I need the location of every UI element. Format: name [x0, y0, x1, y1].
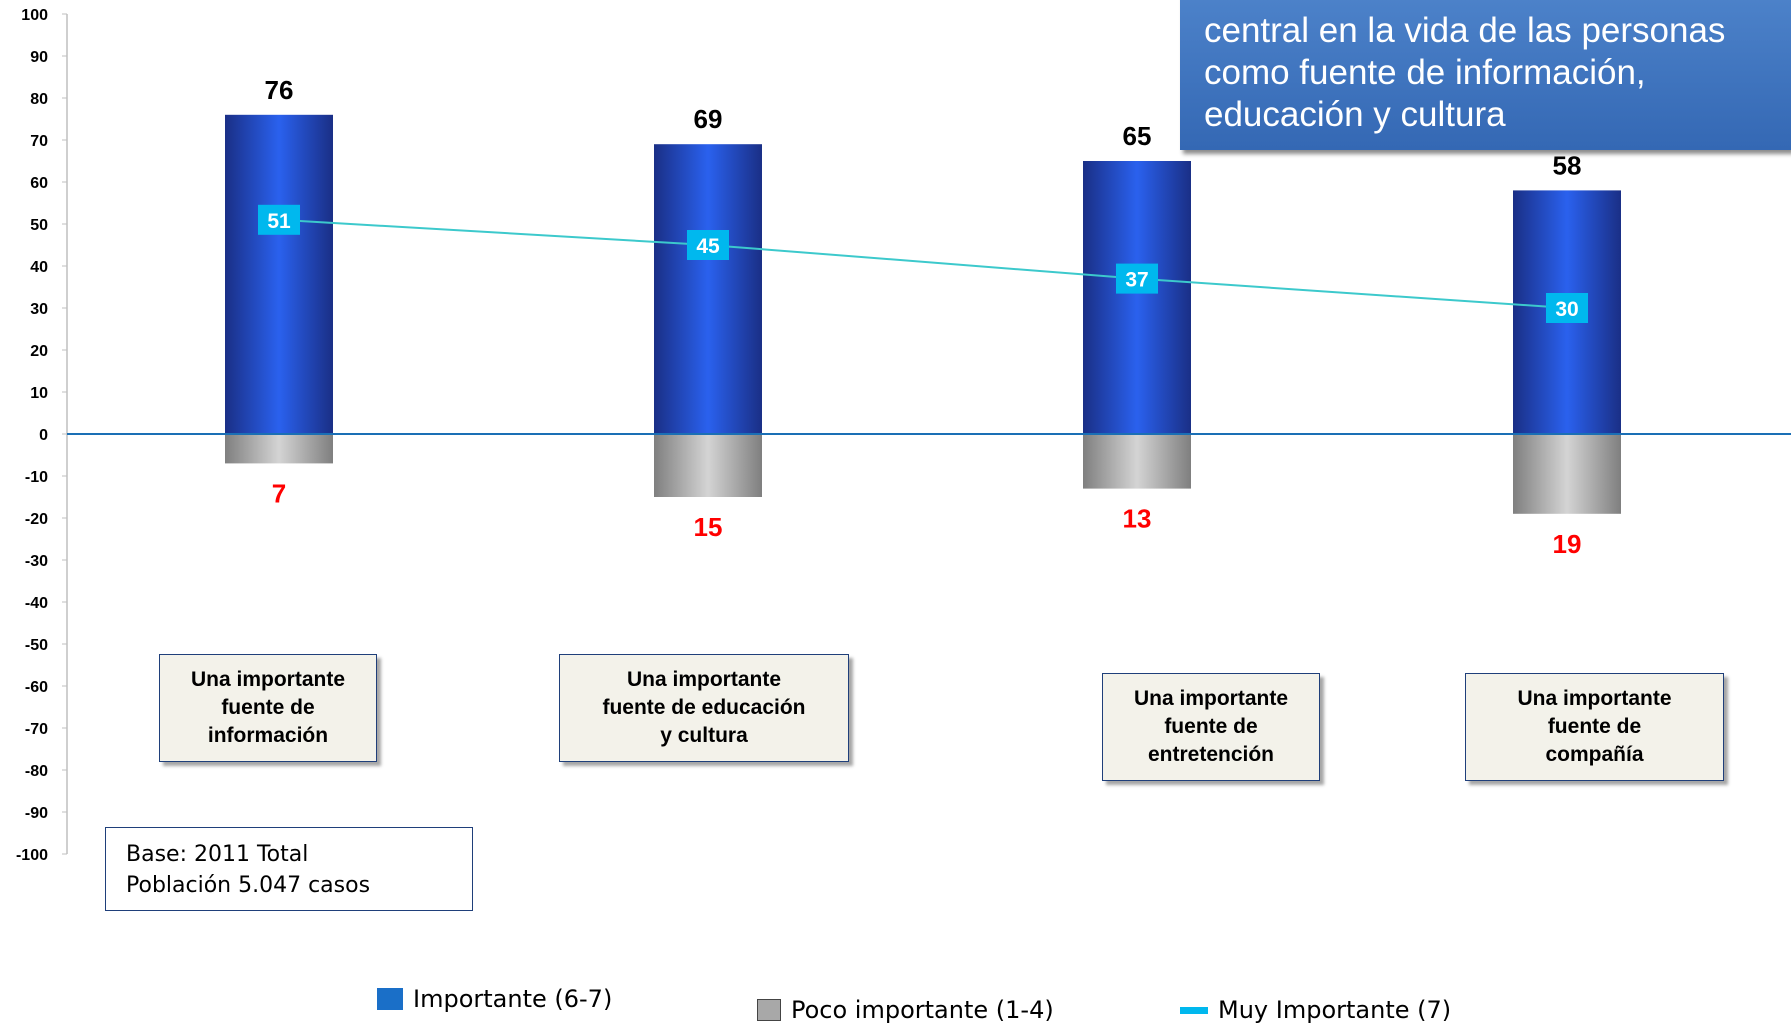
callout-line-3: educación y cultura [1204, 95, 1506, 134]
bar-importante-label: 58 [1553, 150, 1582, 180]
y-tick-label: -30 [25, 553, 48, 570]
bar-poco-importante [225, 434, 333, 464]
bar-importante [654, 144, 762, 434]
y-tick-label: -100 [16, 847, 48, 864]
bar-poco-importante-label: 13 [1123, 504, 1152, 534]
value-labels: 76 69 65 58 7 15 13 19 [265, 75, 1582, 559]
category-label-box: Una importante fuente de educación y cultu… [559, 654, 849, 762]
legend-importante: Importante (6-7) [377, 985, 612, 1013]
category-label-line: fuente de [221, 696, 315, 719]
bar-poco-importante-label: 15 [694, 512, 723, 542]
bar-poco-importante [1083, 434, 1191, 489]
y-tick-label: 50 [30, 217, 48, 234]
line-point-marker [1116, 263, 1158, 294]
legend-poco: Poco importante (1-4) [757, 996, 1054, 1024]
y-tick-label: 70 [30, 133, 48, 150]
line-point-label: 37 [1125, 269, 1148, 292]
bar-poco-importante-label: 7 [272, 478, 286, 508]
line-point-label: 30 [1555, 298, 1578, 321]
bar-poco-importante-label: 19 [1553, 529, 1582, 559]
base-note-line1: Base: 2011 Total [126, 842, 309, 867]
category-label-box: Una importante fuente de compañía [1465, 673, 1724, 781]
category-label-box: Una importante fuente de información [159, 654, 377, 762]
line-point-label: 51 [267, 210, 291, 233]
y-tick-label: -80 [25, 763, 48, 780]
category-label-text: Una importante fuente de compañía [1517, 685, 1671, 769]
category-label-line: compañía [1545, 743, 1644, 766]
bar-importante [1083, 161, 1191, 434]
y-tick-label: -70 [25, 721, 48, 738]
callout-box: central en la vida de las personas como … [1180, 0, 1791, 150]
callout-line-1: central en la vida de las personas [1204, 11, 1726, 50]
y-tick-label: -50 [25, 637, 48, 654]
y-tick-label: -10 [25, 469, 48, 486]
category-label-line: Una importante [190, 668, 345, 691]
bars [225, 114, 1621, 514]
bar-importante-label: 76 [265, 75, 294, 105]
line-point-marker [687, 230, 729, 260]
category-label-line: fuente de educación [602, 696, 806, 719]
y-tick-label: -40 [25, 595, 48, 612]
category-label-line: y cultura [660, 724, 748, 747]
legend-swatch-poco [757, 999, 781, 1021]
y-tick-label: 30 [30, 301, 48, 318]
y-tick-label: 40 [30, 259, 48, 276]
legend-label-poco: Poco importante (1-4) [791, 996, 1054, 1024]
category-label-text: Una importante fuente de información [191, 666, 345, 750]
legend-label-muy: Muy Importante (7) [1218, 996, 1452, 1024]
legend-swatch-muy [1180, 1006, 1208, 1014]
legend-label-importante: Importante (6-7) [413, 985, 613, 1013]
bar-importante [225, 114, 333, 435]
category-label-line: información [207, 724, 329, 747]
y-tick-label: -20 [25, 511, 48, 528]
y-tick-label: -90 [25, 805, 48, 822]
y-tick-label: 20 [30, 343, 48, 360]
base-note: Base: 2011 Total Población 5.047 casos [105, 827, 473, 911]
y-tick-label: 10 [30, 385, 48, 402]
callout-line-2: como fuente de información, [1204, 53, 1646, 92]
y-tick-label: 100 [21, 7, 48, 24]
bar-poco-importante [654, 434, 762, 497]
category-label-line: fuente de [1547, 715, 1642, 738]
muy-importante-line: 51 45 37 30 [258, 204, 1588, 323]
y-tick-label: 60 [30, 175, 48, 192]
category-label-text: Una importante fuente de entretención [1134, 685, 1288, 769]
category-label-line: entretención [1147, 743, 1274, 766]
line-point-marker [1546, 293, 1588, 323]
category-label-line: Una importante [1517, 687, 1672, 710]
category-label-line: Una importante [1133, 687, 1288, 710]
y-tick-label: -60 [25, 679, 48, 696]
bar-poco-importante [1513, 434, 1621, 514]
y-tick-label: 0 [39, 427, 48, 444]
y-tick-label: 90 [30, 49, 48, 66]
bar-importante-label: 69 [694, 104, 723, 134]
legend-muy: Muy Importante (7) [1180, 996, 1451, 1024]
category-label-line: fuente de [1164, 715, 1258, 738]
legend-swatch-importante [377, 988, 403, 1010]
y-tick-label: 80 [30, 91, 48, 108]
category-label-box: Una importante fuente de entretención [1102, 673, 1320, 781]
line-point-label: 45 [696, 235, 720, 258]
category-label-text: Una importante fuente de educación y cultu… [602, 666, 805, 750]
bar-importante-label: 65 [1123, 121, 1152, 151]
y-axis: 1009080706050403020100-10-20-30-40-50-60… [16, 7, 68, 864]
line-muy-importante [278, 218, 1568, 309]
base-note-line2: Población 5.047 casos [126, 873, 371, 898]
category-label-line: Una importante [626, 668, 781, 691]
line-point-marker [258, 204, 300, 235]
